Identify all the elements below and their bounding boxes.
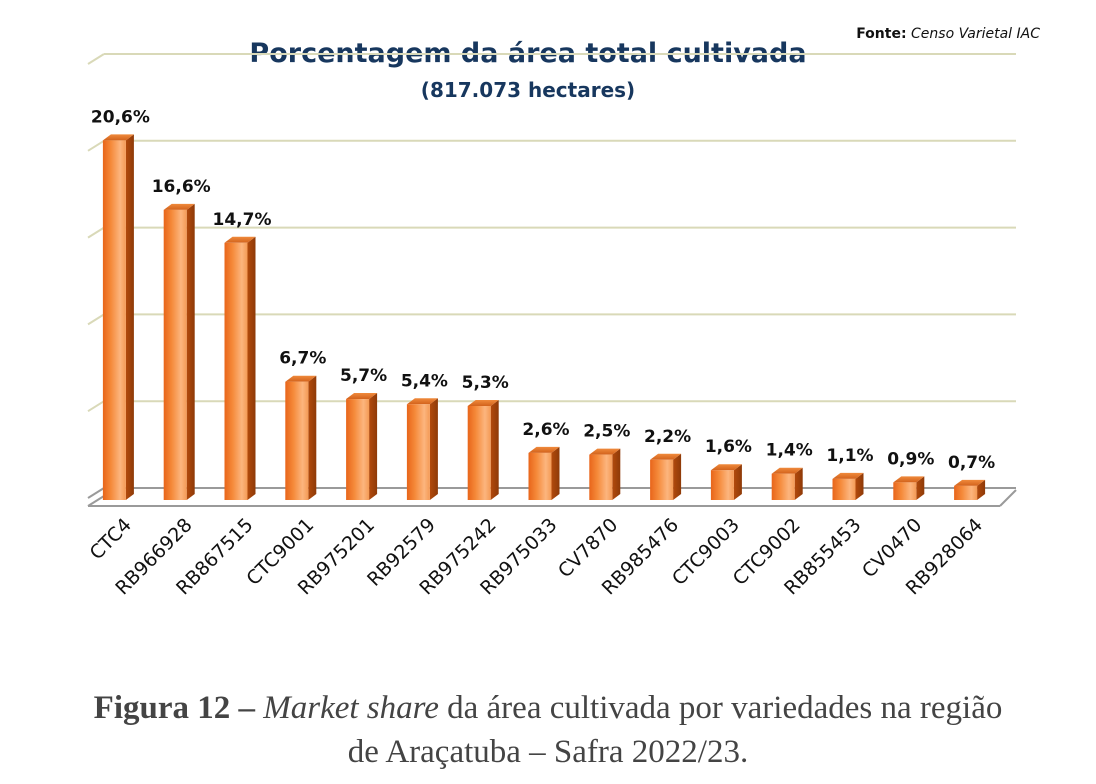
chart-subtitle: (817.073 hectares) xyxy=(421,78,635,102)
bar xyxy=(589,448,621,500)
bar xyxy=(893,476,925,500)
bar xyxy=(102,134,134,500)
gridline xyxy=(87,400,1016,413)
value-label: 1,1% xyxy=(826,446,873,466)
bar xyxy=(650,453,682,500)
bar xyxy=(163,203,195,500)
value-label: 0,7% xyxy=(948,453,995,473)
gridlines xyxy=(87,53,1017,507)
bar xyxy=(954,479,986,500)
value-label: 2,6% xyxy=(522,420,569,440)
value-label: 2,5% xyxy=(583,422,630,442)
value-label: 1,4% xyxy=(766,441,813,461)
caption-line-2: de Araçatuba – Safra 2022/23. xyxy=(347,734,749,770)
value-label: 16,6% xyxy=(152,177,211,197)
bar-chart: Porcentagem da área total cultivada (817… xyxy=(86,38,1017,599)
value-label: 5,3% xyxy=(462,373,509,393)
bar xyxy=(346,393,378,500)
x-tick-label: CTC4 xyxy=(86,514,136,564)
gridline xyxy=(87,226,1016,239)
bar xyxy=(528,446,560,500)
bars xyxy=(102,134,986,501)
value-label: 20,6% xyxy=(91,107,150,127)
bar xyxy=(771,467,803,500)
value-label: 0,9% xyxy=(887,449,934,469)
chart-svg: Porcentagem da área total cultivada (817… xyxy=(86,38,1017,599)
source-label: Fonte: xyxy=(856,26,907,42)
bar xyxy=(710,464,742,500)
floor-edge xyxy=(87,489,1017,507)
source-text: Censo Varietal IAC xyxy=(911,26,1040,42)
bar xyxy=(285,375,317,500)
gridline xyxy=(87,53,1016,65)
gridline xyxy=(87,313,1016,326)
bar xyxy=(406,398,438,500)
gridline xyxy=(87,487,1016,499)
value-label: 5,7% xyxy=(340,366,387,386)
value-label: 5,4% xyxy=(401,371,448,391)
value-labels: 20,6% 16,6%14,7% 6,7% 5,7% 5,4% 5,3% 2,6% 2,5% 2… xyxy=(91,107,995,472)
gridline xyxy=(87,139,1016,152)
bar xyxy=(224,236,256,501)
caption-label: Figura 12 – xyxy=(93,690,255,726)
figure-caption: Figura 12 – Market share da área cultiva… xyxy=(0,686,1096,774)
bar xyxy=(832,472,864,500)
caption-italic: Market share xyxy=(263,690,439,726)
value-label: 1,6% xyxy=(705,437,752,457)
value-label: 6,7% xyxy=(279,349,326,369)
x-tick-labels: CTC4RB966928RB867515CTC9001RB975201RB925… xyxy=(86,514,987,599)
bar xyxy=(467,399,499,500)
value-label: 14,7% xyxy=(213,210,272,230)
source-note: Fonte: Censo Varietal IAC xyxy=(856,26,1040,42)
caption-line-1: Figura 12 – Market share da área cultiva… xyxy=(0,686,1096,730)
value-label: 2,2% xyxy=(644,427,691,447)
caption-line1-rest: da área cultivada por variedades na regi… xyxy=(447,690,1003,726)
